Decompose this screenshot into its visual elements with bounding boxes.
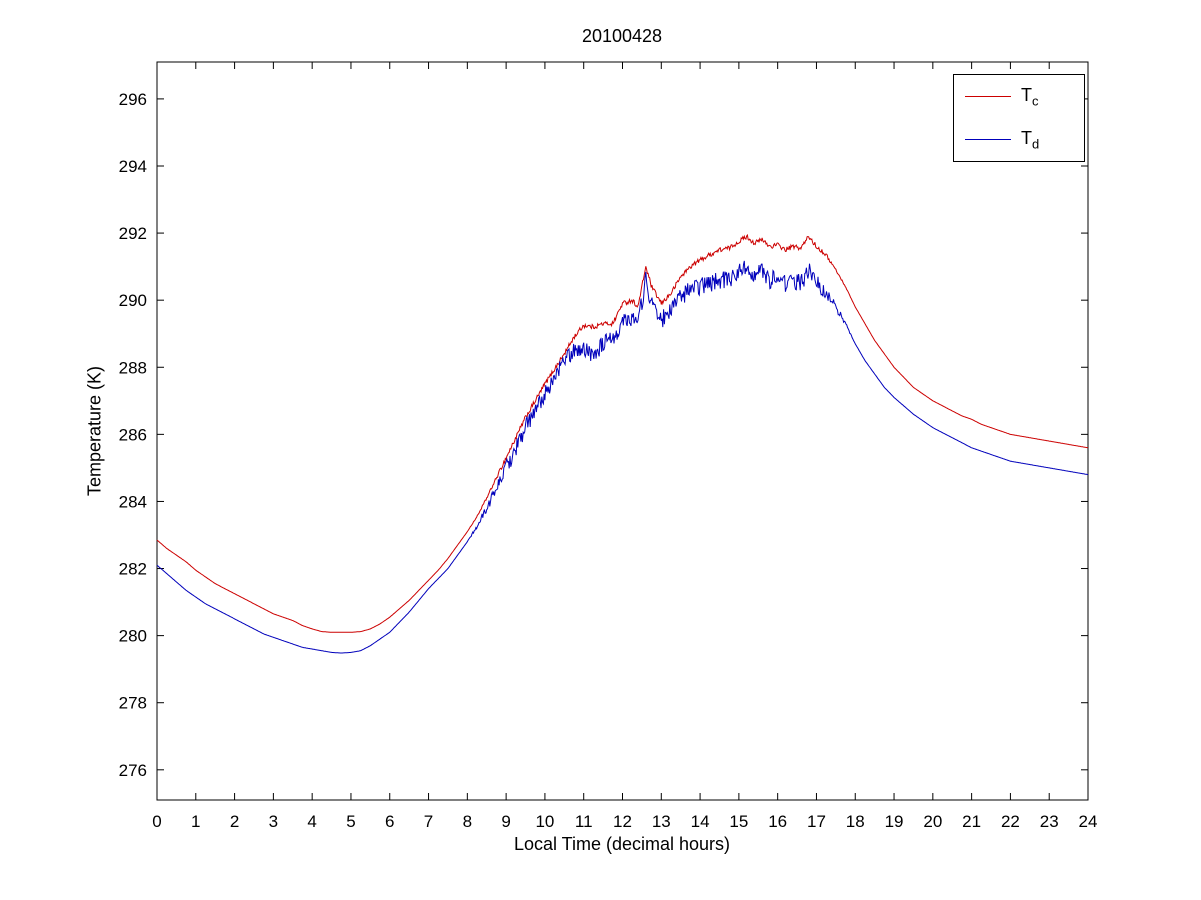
x-tick-label: 0 [152, 812, 161, 831]
legend-label: Td [1021, 127, 1040, 152]
y-tick-label: 286 [119, 425, 147, 444]
y-tick-label: 280 [119, 627, 147, 646]
x-tick-label: 21 [962, 812, 981, 831]
y-tick-label: 294 [119, 157, 147, 176]
x-tick-label: 20 [923, 812, 942, 831]
x-tick-label: 11 [575, 812, 593, 831]
y-tick-label: 282 [119, 560, 147, 579]
y-tick-label: 290 [119, 291, 147, 310]
x-tick-label: 15 [729, 812, 748, 831]
x-tick-label: 18 [846, 812, 865, 831]
y-tick-label: 288 [119, 358, 147, 377]
legend-entry-Td: Td [954, 120, 1084, 160]
legend-label: Tc [1021, 84, 1039, 109]
x-tick-label: 13 [652, 812, 671, 831]
legend: Tc Td [953, 74, 1085, 162]
legend-line-sample [965, 96, 1011, 97]
x-tick-label: 5 [346, 812, 355, 831]
legend-line-sample [965, 139, 1011, 140]
y-tick-label: 296 [119, 90, 147, 109]
x-tick-label: 16 [768, 812, 787, 831]
figure-title: 20100428 [581, 26, 663, 46]
x-tick-label: 24 [1079, 812, 1098, 831]
x-tick-label: 22 [1001, 812, 1020, 831]
y-tick-label: 278 [119, 694, 147, 713]
x-axis-label: Local Time (decimal hours) [513, 834, 731, 854]
x-tick-label: 6 [385, 812, 394, 831]
series-line-Tc [156, 233, 1089, 633]
series-line-Td [156, 260, 1089, 654]
x-tick-label: 17 [807, 812, 826, 831]
x-tick-label: 12 [613, 812, 632, 831]
legend-entry-Tc: Tc [954, 77, 1084, 117]
x-tick-label: 8 [463, 812, 472, 831]
x-tick-label: 2 [230, 812, 239, 831]
y-tick-label: 292 [119, 224, 147, 243]
x-tick-label: 1 [191, 812, 200, 831]
x-tick-label: 14 [691, 812, 710, 831]
x-tick-label: 7 [424, 812, 433, 831]
x-tick-label: 19 [885, 812, 904, 831]
x-tick-label: 4 [307, 812, 316, 831]
x-tick-label: 23 [1040, 812, 1059, 831]
y-tick-label: 284 [119, 492, 147, 511]
x-tick-label: 10 [535, 812, 554, 831]
x-tick-label: 9 [501, 812, 510, 831]
axes-box [156, 61, 1089, 801]
x-tick-label: 3 [269, 812, 278, 831]
y-tick-label: 276 [119, 761, 147, 780]
